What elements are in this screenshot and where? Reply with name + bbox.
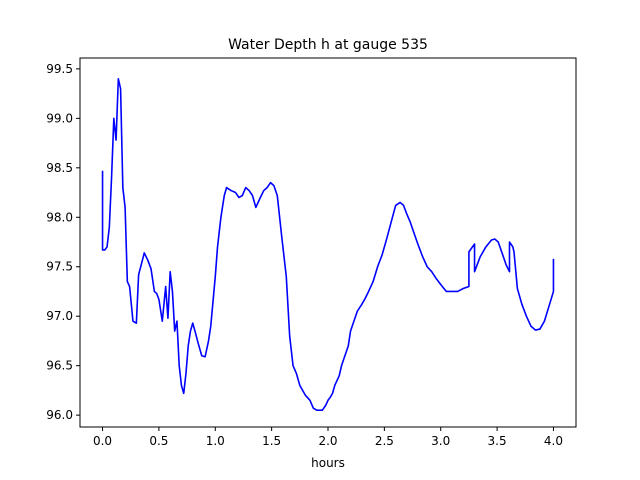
y-tick-label: 96.0 xyxy=(46,408,73,422)
series-line-0 xyxy=(101,77,555,411)
x-tick-label: 3.0 xyxy=(431,434,450,448)
y-tick-label: 98.5 xyxy=(46,161,73,175)
chart-title: Water Depth h at gauge 535 xyxy=(228,37,428,53)
y-tick-label: 98.0 xyxy=(46,210,73,224)
y-tick-label: 99.5 xyxy=(46,62,73,76)
y-tick-label: 97.0 xyxy=(46,309,73,323)
x-tick-label: 1.5 xyxy=(262,434,281,448)
series-layer xyxy=(101,77,555,411)
x-tick-label: 0.0 xyxy=(93,434,112,448)
x-axis: 0.0 0.5 1.0 1.5 2.0 2.5 3.0 3.5 4.0 xyxy=(93,427,563,448)
x-tick-label: 2.0 xyxy=(318,434,337,448)
y-axis: 96.0 96.5 97.0 97.5 98.0 98.5 99.0 99.5 xyxy=(46,62,80,422)
x-tick-label: 3.5 xyxy=(488,434,507,448)
x-tick-label: 2.5 xyxy=(375,434,394,448)
y-tick-label: 97.5 xyxy=(46,260,73,274)
y-tick-label: 96.5 xyxy=(46,359,73,373)
x-tick-label: 0.5 xyxy=(149,434,168,448)
x-axis-label: hours xyxy=(311,456,345,470)
plot-area xyxy=(80,58,576,427)
y-tick-label: 99.0 xyxy=(46,111,73,125)
x-tick-label: 1.0 xyxy=(206,434,225,448)
x-tick-label: 4.0 xyxy=(544,434,563,448)
